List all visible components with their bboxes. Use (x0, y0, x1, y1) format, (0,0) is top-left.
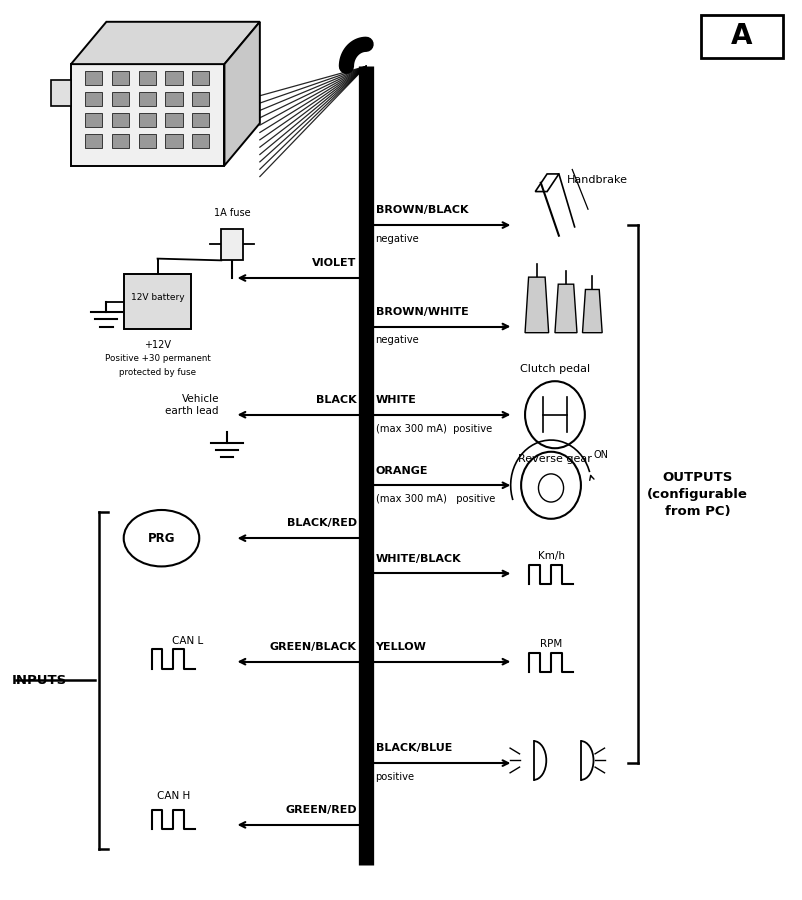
Text: ON: ON (593, 450, 608, 460)
Bar (139, 92, 156, 106)
Text: GREEN/BLACK: GREEN/BLACK (269, 642, 356, 652)
Text: protected by fuse: protected by fuse (119, 368, 196, 377)
Text: INPUTS: INPUTS (12, 674, 67, 687)
Bar (85, 134, 103, 148)
Text: WHITE: WHITE (375, 395, 416, 405)
Bar (192, 134, 209, 148)
Polygon shape (71, 64, 225, 166)
Bar (85, 113, 103, 127)
Text: earth lead: earth lead (165, 407, 219, 417)
Bar (192, 71, 209, 85)
Polygon shape (225, 22, 260, 166)
Polygon shape (71, 22, 260, 64)
Text: PRG: PRG (148, 532, 175, 544)
Bar (85, 92, 103, 106)
Text: negative: negative (375, 234, 419, 244)
Bar (111, 134, 129, 148)
Text: +12V: +12V (144, 339, 171, 350)
Text: GREEN/RED: GREEN/RED (285, 806, 356, 815)
Text: BLACK/RED: BLACK/RED (286, 518, 356, 528)
Text: CAN L: CAN L (172, 635, 203, 646)
Bar (221, 229, 243, 260)
Text: Reverse gear: Reverse gear (517, 454, 591, 464)
Bar (139, 113, 156, 127)
Bar (111, 113, 129, 127)
Text: BROWN/BLACK: BROWN/BLACK (375, 205, 468, 215)
Bar (192, 113, 209, 127)
Bar (111, 92, 129, 106)
Text: Handbrake: Handbrake (566, 176, 627, 185)
Bar (51, 79, 71, 106)
Bar (111, 71, 129, 85)
Text: Clutch pedal: Clutch pedal (519, 364, 589, 374)
Text: RPM: RPM (539, 639, 561, 649)
Bar (165, 92, 183, 106)
Text: BROWN/WHITE: BROWN/WHITE (375, 307, 468, 317)
Bar (699, 15, 782, 58)
Polygon shape (581, 290, 602, 333)
Bar (139, 71, 156, 85)
Text: WHITE/BLACK: WHITE/BLACK (375, 554, 460, 563)
Bar (165, 113, 183, 127)
Text: (max 300 mA)   positive: (max 300 mA) positive (375, 494, 494, 504)
Text: Km/h: Km/h (537, 551, 564, 561)
Text: OUTPUTS
(configurable
from PC): OUTPUTS (configurable from PC) (646, 471, 747, 518)
Text: Positive +30 permanent: Positive +30 permanent (104, 354, 210, 363)
Text: Vehicle: Vehicle (181, 394, 219, 404)
Text: ORANGE: ORANGE (375, 465, 427, 475)
Text: 12V battery: 12V battery (131, 292, 184, 302)
Bar (124, 274, 191, 329)
Bar (139, 134, 156, 148)
Text: BLACK/BLUE: BLACK/BLUE (375, 743, 452, 753)
Text: YELLOW: YELLOW (375, 642, 426, 652)
Polygon shape (525, 277, 548, 333)
Text: (max 300 mA)  positive: (max 300 mA) positive (375, 424, 491, 434)
Text: positive: positive (375, 772, 414, 782)
Bar (85, 71, 103, 85)
Text: BLACK: BLACK (316, 395, 356, 405)
Bar (165, 134, 183, 148)
Polygon shape (554, 284, 577, 333)
Text: negative: negative (375, 336, 419, 346)
Bar (192, 92, 209, 106)
Text: A: A (730, 22, 751, 50)
Text: CAN H: CAN H (156, 791, 190, 801)
Text: 1A fuse: 1A fuse (213, 208, 250, 218)
Text: VIOLET: VIOLET (312, 258, 356, 268)
Bar (165, 71, 183, 85)
